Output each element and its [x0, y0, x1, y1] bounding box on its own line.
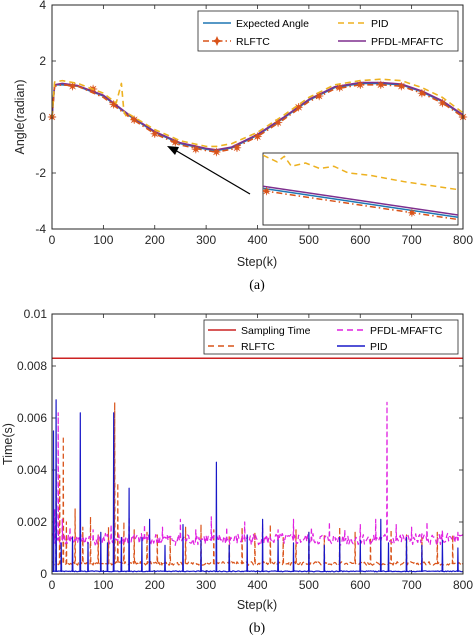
chart-b-ytick-label: 0.01: [24, 307, 48, 321]
chart-a-inset-series: [263, 154, 458, 221]
chart-a-inset-rlftc-marker: [407, 208, 416, 217]
chart-a-ytick-label: 0: [39, 110, 46, 124]
chart-b-xtick-label: 800: [453, 578, 473, 592]
chart-a-xtick-label: 300: [196, 233, 216, 247]
chart-b-axes-box: [51, 313, 464, 575]
chart-a-rlftc-marker: [232, 143, 242, 153]
chart-b-ytick-label: 0.002: [17, 515, 47, 529]
chart-a-xtick-label: 0: [49, 233, 56, 247]
chart-b-ytick-label: 0.006: [17, 411, 47, 425]
legend-label-expected-angle: Expected Angle: [236, 18, 309, 30]
legend-label-pfdl-mfaftc-b: PFDL-MFAFTC: [370, 325, 443, 337]
chart-b-caption: (b): [249, 621, 266, 636]
chart-a-inset-series-rlftc: [263, 189, 458, 221]
chart-b-xtick-label: 700: [402, 578, 422, 592]
chart-b-ylabel: Time(s): [1, 423, 15, 465]
chart-a-inset-series-pid: [263, 154, 458, 191]
chart-a-ytick-label: -2: [35, 166, 46, 180]
chart-b-ytick-label: 0: [40, 567, 47, 581]
chart-a-ytick-label: 2: [39, 54, 46, 68]
chart-a-xtick-label: 700: [402, 233, 422, 247]
chart-a-legend-box: [197, 10, 459, 52]
chart-a-rlftc-marker: [335, 83, 344, 92]
chart-b-xtick-label: 0: [49, 578, 56, 592]
chart-a-xtick-label: 400: [247, 233, 267, 247]
chart-b-legend: Sampling Time PFDL-MFAFTC RLFTC PID: [203, 319, 459, 355]
chart-b-series: [51, 357, 464, 573]
chart-b: 0 100 200 300 400 500 600 700 800 0 0.002 0.004 0.00…: [1, 307, 473, 636]
legend-label-pid: PID: [371, 18, 389, 30]
chart-a-inset: [262, 152, 459, 226]
chart-b-ticks: 0 100 200 300 400 500 600 700 800 0 0.002 0.004 0.00…: [17, 307, 473, 592]
chart-a-rlftc-marker: [356, 80, 365, 90]
chart-a-rlftc-marker: [150, 129, 159, 139]
chart-a-inset-series-pfdl-mfaftc: [263, 185, 458, 216]
chart-b-series-pfdl-mfaftc: [51, 401, 464, 546]
chart-a-rlftc-marker: [253, 132, 262, 141]
chart-a-inset-box: [262, 152, 459, 226]
chart-a-rlftc-marker: [417, 88, 427, 98]
chart-a-rlftc-marker: [129, 115, 139, 125]
chart-a-ytick-label: -4: [35, 222, 46, 236]
legend-label-rlftc-b: RLFTC: [241, 341, 275, 353]
legend-label-pfdl-mfaftc: PFDL-MFAFTC: [371, 36, 444, 48]
chart-a-rlftc-marker: [314, 91, 324, 101]
chart-a-rlftc-marker: [294, 102, 303, 112]
chart-a-caption: (a): [249, 278, 265, 293]
chart-b-xtick-label: 200: [145, 578, 165, 592]
chart-a-inset-rlftc-marker: [263, 187, 271, 196]
chart-a-series-pid: [51, 78, 464, 148]
chart-a-axes-box: [51, 4, 464, 230]
chart-b-xtick-label: 600: [350, 578, 370, 592]
chart-b-plot-area: [52, 314, 463, 574]
legend-label-sampling-time: Sampling Time: [241, 325, 311, 337]
chart-a-inset-series-expected-angle: [263, 187, 458, 218]
chart-a-xtick-label: 200: [145, 233, 165, 247]
chart-a-rlftc-marker: [376, 80, 386, 90]
chart-a-ylabel: Angle(radian): [13, 79, 27, 154]
chart-b-xtick-label: 400: [247, 578, 267, 592]
chart-a-xlabel: Step(k): [237, 255, 277, 269]
chart-a-xtick-label: 600: [350, 233, 370, 247]
chart-a-rlftc-marker: [68, 81, 77, 91]
chart-b-xtick-label: 300: [196, 578, 216, 592]
chart-b-ytick-label: 0.004: [17, 463, 47, 477]
chart-b-series-pid: [51, 399, 464, 573]
chart-a-rlftc-marker: [212, 147, 221, 157]
chart-a-xtick-label: 500: [299, 233, 319, 247]
chart-a-series: [47, 78, 468, 157]
chart-a-series-pfdl-mfaftc: [51, 81, 464, 151]
legend-marker-rlftc: [212, 36, 222, 46]
chart-a-rlftc-marker: [438, 98, 447, 108]
chart-a-series-rlftc: [51, 84, 464, 153]
chart-a-rlftc-marker: [191, 144, 201, 154]
chart-a-rlftc-marker: [397, 81, 406, 91]
chart-a-zoom-arrow: [167, 146, 251, 195]
chart-a-legend: Expected Angle PID RLFTC PFDL-MFAFTC: [197, 10, 459, 52]
chart-b-xtick-label: 500: [299, 578, 319, 592]
chart-b-legend-box: [203, 319, 459, 355]
chart-b-series-rlftc: [51, 401, 464, 566]
chart-b-ytick-label: 0.008: [17, 359, 47, 373]
chart-a-xtick-label: 800: [453, 233, 473, 247]
legend-label-pid-b: PID: [370, 341, 388, 353]
chart-b-xlabel: Step(k): [237, 598, 277, 612]
chart-a-xtick-label: 100: [93, 233, 113, 247]
chart-a-ticks: 0 100 200 300 400 500 600 700 800 -4 -2 0 2 4: [35, 0, 473, 247]
chart-b-xtick-label: 100: [93, 578, 113, 592]
legend-label-rlftc: RLFTC: [236, 36, 270, 48]
chart-a: 0 100 200 300 400 500 600 700 800 -4 -2 0 2 4 Expecte…: [13, 0, 473, 293]
chart-a-ytick-label: 4: [39, 0, 46, 12]
